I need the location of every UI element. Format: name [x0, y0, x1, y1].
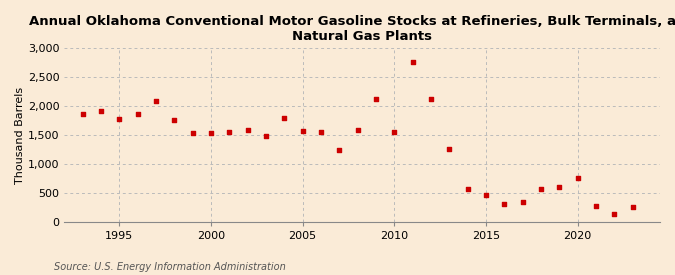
Point: [481, 193, 491, 197]
Point: [297, 129, 308, 133]
Point: [96, 109, 107, 113]
Point: [114, 117, 125, 122]
Title: Annual Oklahoma Conventional Motor Gasoline Stocks at Refineries, Bulk Terminals: Annual Oklahoma Conventional Motor Gasol…: [29, 15, 675, 43]
Point: [572, 176, 583, 180]
Point: [517, 200, 528, 204]
Point: [187, 131, 198, 136]
Point: [443, 147, 454, 151]
Point: [591, 204, 601, 208]
Text: Source: U.S. Energy Information Administration: Source: U.S. Energy Information Administ…: [54, 262, 286, 272]
Point: [407, 60, 418, 64]
Point: [242, 128, 253, 132]
Point: [371, 97, 381, 101]
Point: [352, 128, 363, 133]
Point: [334, 148, 345, 152]
Point: [279, 116, 290, 120]
Point: [609, 212, 620, 216]
Point: [535, 186, 546, 191]
Point: [77, 111, 88, 116]
Point: [462, 186, 473, 191]
Point: [205, 131, 216, 136]
Point: [151, 99, 161, 103]
Point: [132, 111, 143, 116]
Point: [315, 130, 326, 134]
Point: [169, 118, 180, 122]
Point: [261, 134, 271, 138]
Point: [425, 97, 436, 101]
Point: [554, 185, 564, 189]
Point: [389, 129, 400, 134]
Point: [499, 202, 510, 206]
Y-axis label: Thousand Barrels: Thousand Barrels: [15, 86, 25, 184]
Point: [627, 205, 638, 210]
Point: [224, 130, 235, 134]
